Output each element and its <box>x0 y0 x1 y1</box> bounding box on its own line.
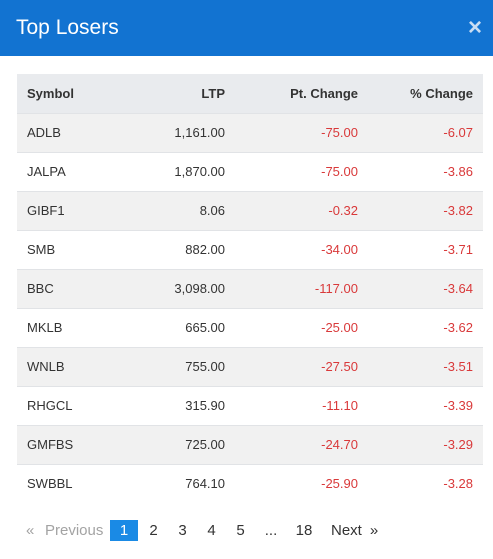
column-header-pct-change: % Change <box>410 85 473 101</box>
cell-symbol: BBC <box>27 281 54 296</box>
page-5-button[interactable]: 5 <box>236 521 245 539</box>
last-page-icon[interactable]: » <box>369 521 379 539</box>
cell-pt-change: -24.70 <box>321 437 358 452</box>
cell-ltp: 315.90 <box>185 398 225 413</box>
cell-pct-change: -3.28 <box>443 476 473 492</box>
table-row: BBC 3,098.00 -117.00 -3.64 <box>17 269 483 308</box>
column-header-symbol: Symbol <box>27 85 74 101</box>
cell-symbol: SWBBL <box>27 476 73 492</box>
cell-symbol: GIBF1 <box>27 203 65 218</box>
table-row: RHGCL 315.90 -11.10 -3.39 <box>17 386 483 425</box>
cell-pct-change: -3.86 <box>443 164 473 179</box>
modal-title: Top Losers <box>16 16 119 39</box>
column-header-ltp: LTP <box>201 85 225 101</box>
page-3-button[interactable]: 3 <box>178 521 187 539</box>
next-page-link[interactable]: Next <box>331 521 362 539</box>
cell-pct-change: -3.39 <box>443 398 473 413</box>
cell-pt-change: -11.10 <box>322 398 358 413</box>
table-row: WNLB 755.00 -27.50 -3.51 <box>17 347 483 386</box>
table-row: SMB 882.00 -34.00 -3.71 <box>17 230 483 269</box>
cell-symbol: JALPA <box>27 164 66 179</box>
table-row: GIBF1 8.06 -0.32 -3.82 <box>17 191 483 230</box>
cell-pt-change: -117.00 <box>314 281 358 296</box>
cell-pt-change: -25.90 <box>321 476 358 492</box>
cell-pt-change: -0.32 <box>328 203 358 218</box>
cell-pt-change: -34.00 <box>321 242 358 257</box>
first-page-icon: « <box>26 521 35 539</box>
column-header-pt-change: Pt. Change <box>290 85 358 101</box>
page-18-button[interactable]: 18 <box>295 521 313 539</box>
cell-pt-change: -75.00 <box>321 164 358 179</box>
table-row: GMFBS 725.00 -24.70 -3.29 <box>17 425 483 464</box>
cell-pct-change: -3.51 <box>443 359 473 374</box>
cell-ltp: 764.10 <box>185 476 225 492</box>
table-header-row: Symbol LTP Pt. Change % Change <box>17 74 483 113</box>
cell-symbol: MKLB <box>27 320 63 335</box>
cell-pct-change: -3.71 <box>443 242 473 257</box>
page-4-button[interactable]: 4 <box>207 521 216 539</box>
pagination-ellipsis: ... <box>264 521 278 539</box>
table-row: SWBBL 764.10 -25.90 -3.28 <box>17 464 483 503</box>
cell-symbol: GMFBS <box>27 437 74 452</box>
cell-ltp: 725.00 <box>185 437 225 452</box>
cell-ltp: 665.00 <box>185 320 225 335</box>
cell-pt-change: -75.00 <box>321 125 358 140</box>
cell-pt-change: -25.00 <box>321 320 358 335</box>
cell-pct-change: -3.82 <box>443 203 473 218</box>
table-row: MKLB 665.00 -25.00 -3.62 <box>17 308 483 347</box>
table-row: JALPA 1,870.00 -75.00 -3.86 <box>17 152 483 191</box>
page-1-button[interactable]: 1 <box>110 519 138 541</box>
cell-pt-change: -27.50 <box>321 359 358 374</box>
cell-pct-change: -3.64 <box>443 281 473 296</box>
cell-pct-change: -6.07 <box>443 125 473 140</box>
cell-symbol: RHGCL <box>27 398 73 413</box>
cell-symbol: SMB <box>27 242 56 257</box>
cell-ltp: 755.00 <box>185 359 225 374</box>
losers-table: Symbol LTP Pt. Change % Change ADLB 1,16… <box>17 74 483 503</box>
table-row: ADLB 1,161.00 -75.00 -6.07 <box>17 113 483 152</box>
cell-pct-change: -3.29 <box>443 437 473 452</box>
cell-symbol: ADLB <box>27 125 61 140</box>
cell-ltp: 8.06 <box>199 203 225 218</box>
cell-symbol: WNLB <box>27 359 65 374</box>
cell-pct-change: -3.62 <box>443 320 473 335</box>
close-icon[interactable]: × <box>467 14 482 41</box>
page-2-button[interactable]: 2 <box>149 521 158 539</box>
previous-page-link: Previous <box>45 521 104 539</box>
cell-ltp: 1,870.00 <box>174 164 225 179</box>
cell-ltp: 3,098.00 <box>174 281 225 296</box>
modal-header: Top Losers × <box>0 0 493 56</box>
cell-ltp: 1,161.00 <box>174 125 225 140</box>
cell-ltp: 882.00 <box>185 242 225 257</box>
pagination: « Previous 1 2 3 4 5 ... 18 Next » <box>26 519 378 541</box>
